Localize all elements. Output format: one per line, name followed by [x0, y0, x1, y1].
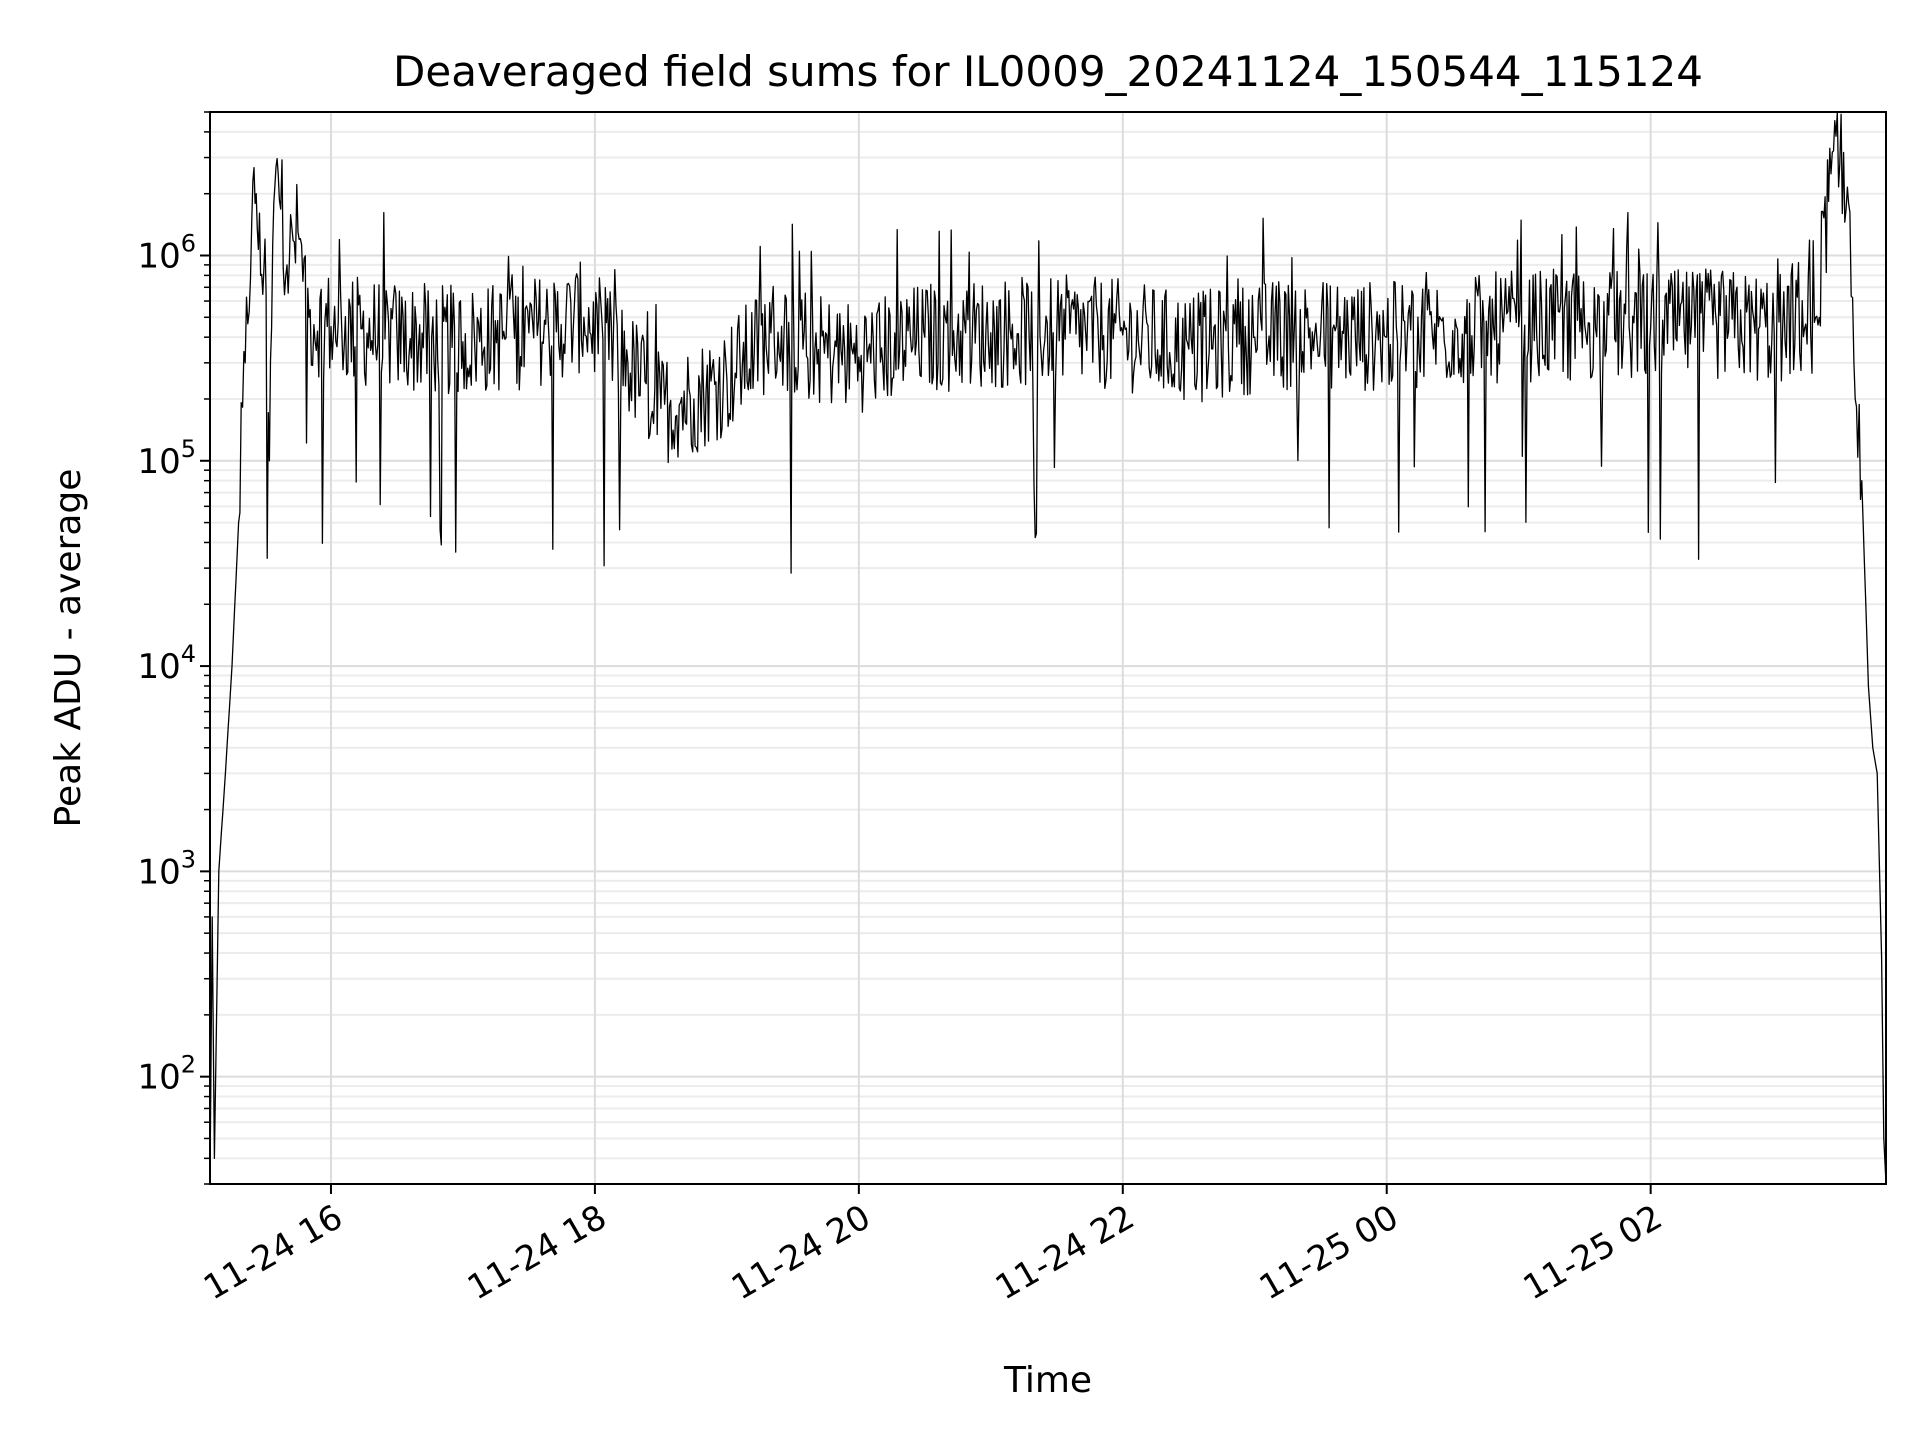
- y-tick-label: 106: [137, 229, 196, 276]
- y-axis: 102 103 104 105 106: [137, 111, 210, 1185]
- y-tick-label: 103: [137, 845, 196, 892]
- series-layer: [209, 111, 1887, 1185]
- y-tick-label: 102: [137, 1051, 196, 1098]
- y-tick-label: 105: [137, 435, 196, 482]
- y-axis-label: Peak ADU - average: [48, 469, 89, 828]
- chart-title: Deaveraged field sums for IL0009_2024112…: [393, 47, 1703, 96]
- series-line: [209, 111, 1887, 1185]
- x-axis-label: Time: [1003, 1360, 1092, 1401]
- y-tick-label: 104: [137, 640, 196, 687]
- plot-frame: [209, 111, 1887, 1185]
